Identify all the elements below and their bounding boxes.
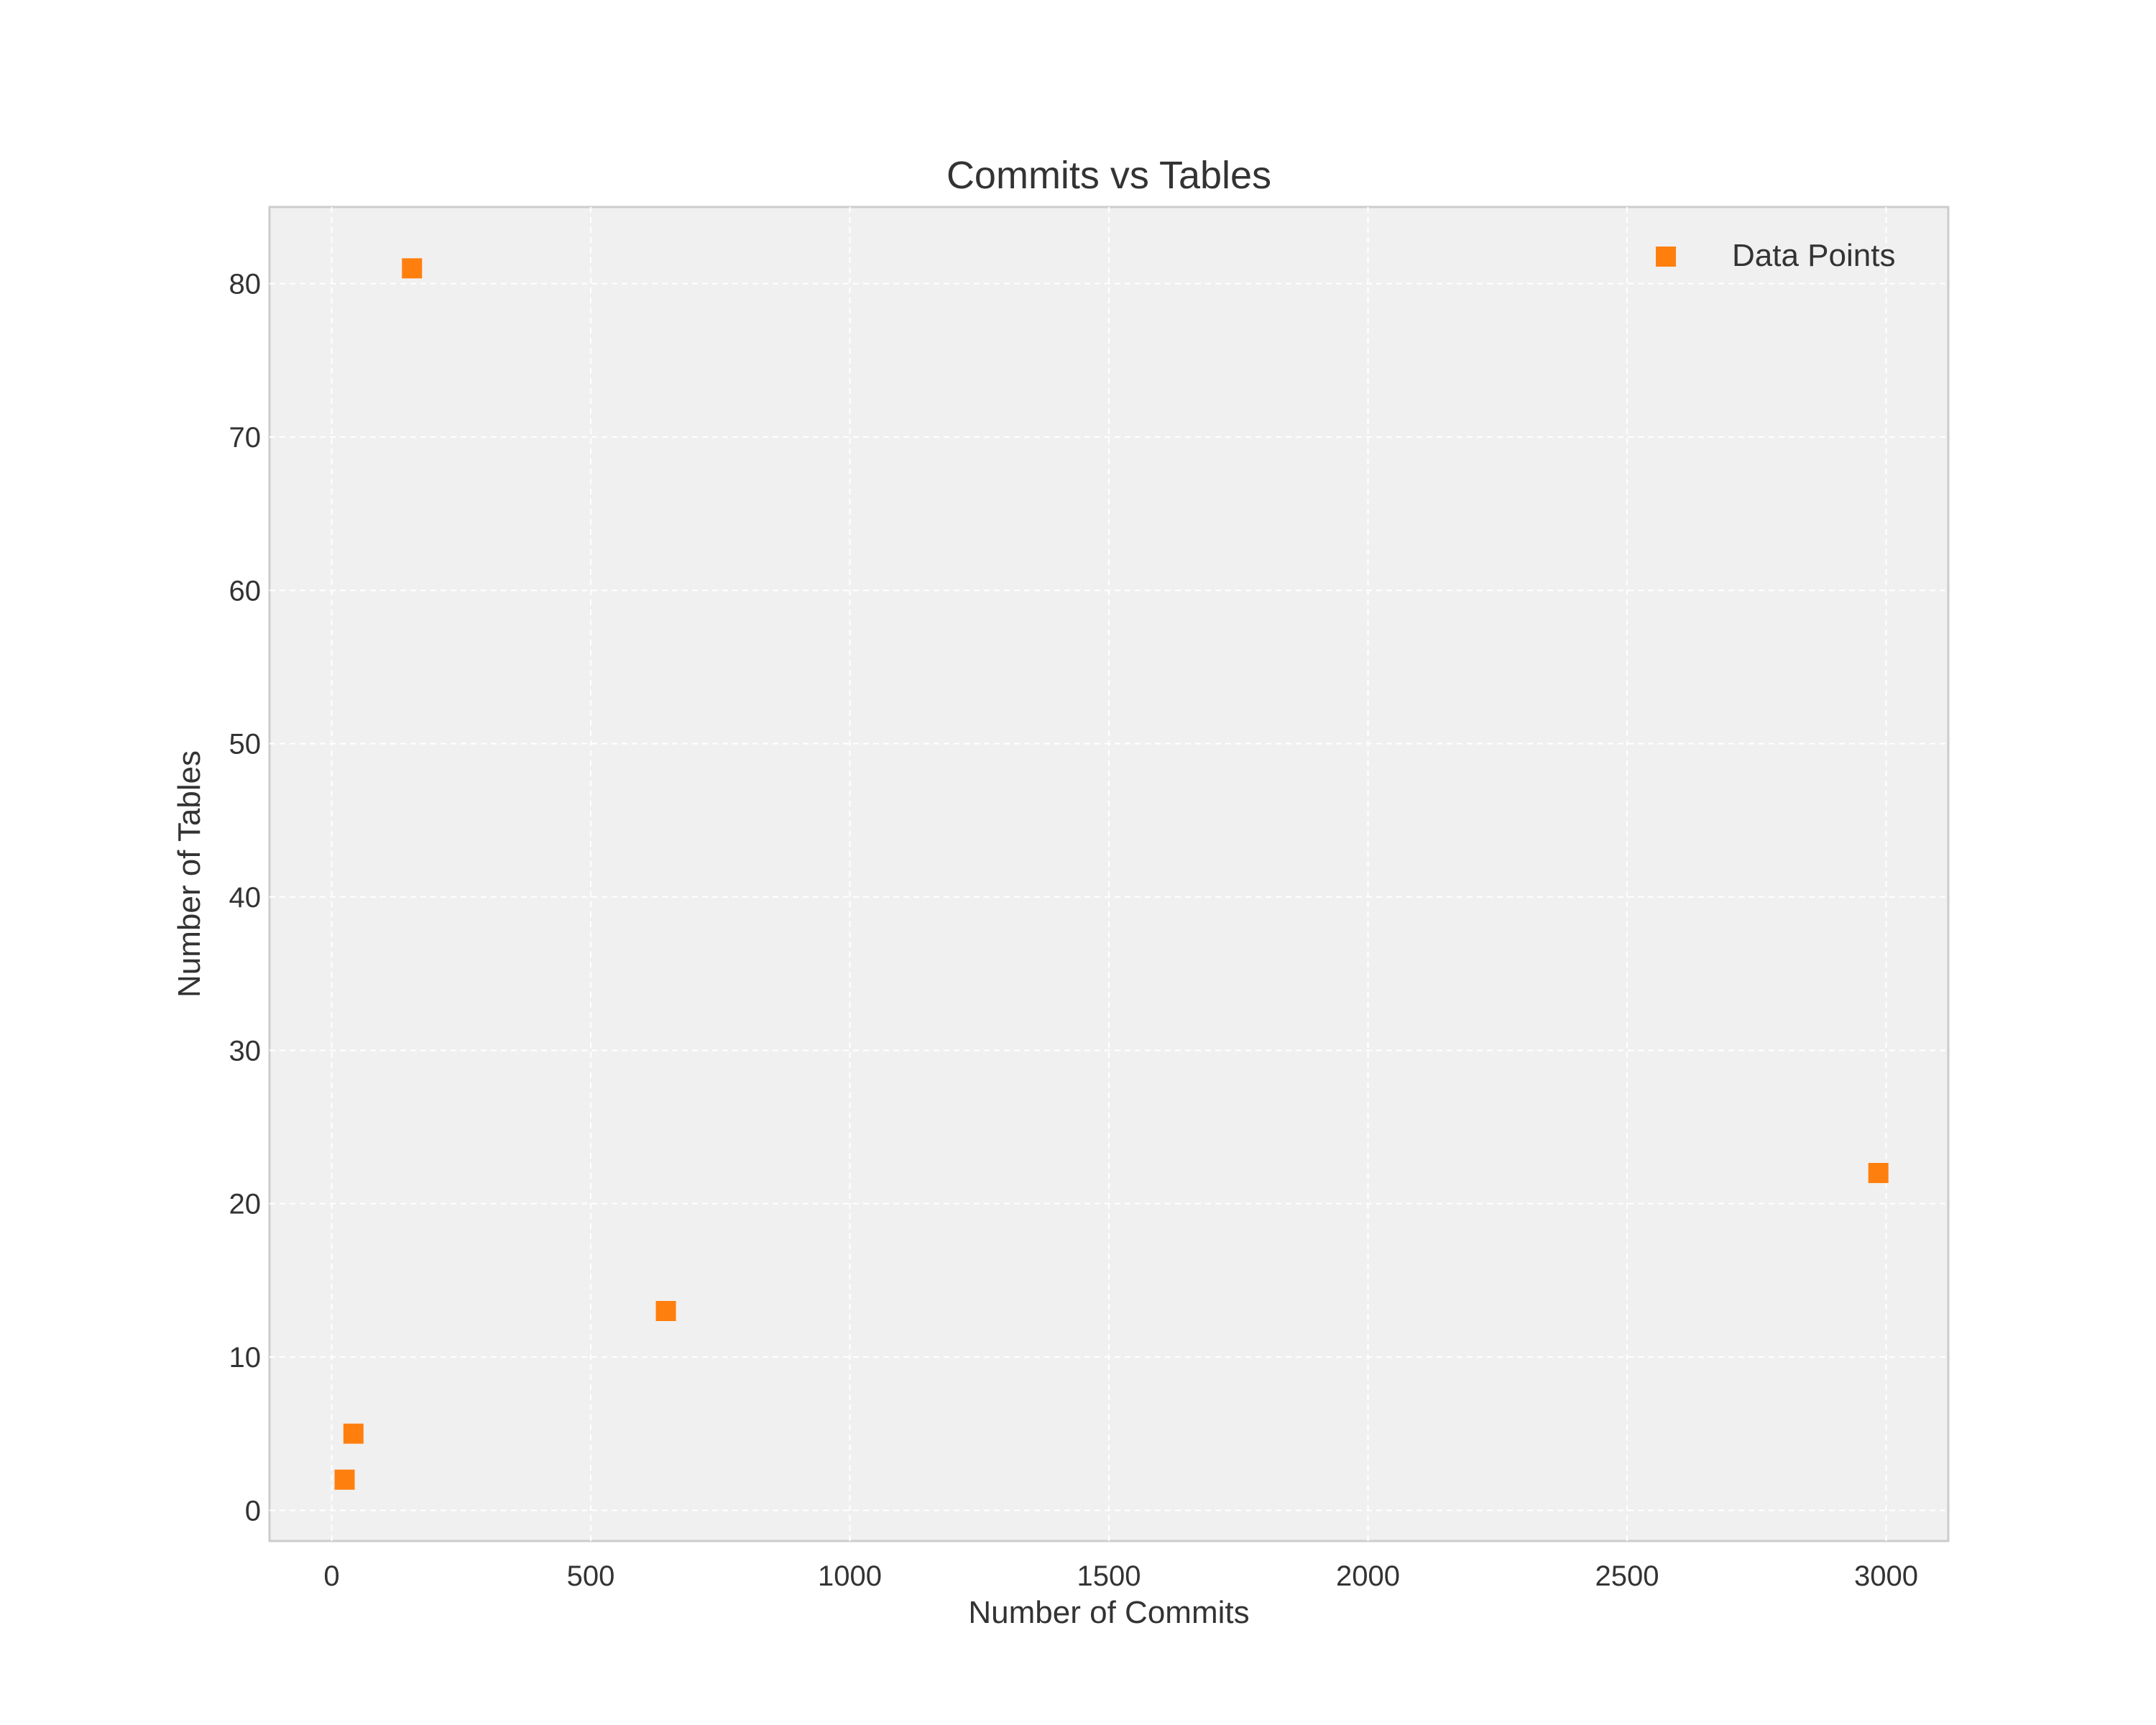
y-tick-label: 50 xyxy=(229,729,262,760)
x-tick-label: 2500 xyxy=(1595,1560,1659,1592)
x-tick-label: 2000 xyxy=(1336,1560,1400,1592)
x-tick-label: 1000 xyxy=(818,1560,882,1592)
data-point xyxy=(334,1469,355,1490)
x-tick-label: 1500 xyxy=(1077,1560,1141,1592)
x-axis-ticks: 0 500 1000 1500 2000 2500 3000 xyxy=(323,1560,1918,1592)
legend: Data Points xyxy=(1656,238,1895,273)
y-tick-label: 70 xyxy=(229,422,262,454)
x-tick-label: 0 xyxy=(323,1560,339,1592)
x-axis-title: Number of Commits xyxy=(968,1595,1249,1630)
y-tick-label: 60 xyxy=(229,575,262,607)
legend-label: Data Points xyxy=(1732,238,1895,273)
grid-lines xyxy=(270,207,1948,1541)
chart-title: Commits vs Tables xyxy=(946,154,1271,197)
x-tick-label: 500 xyxy=(567,1560,615,1592)
y-tick-label: 0 xyxy=(245,1495,261,1527)
data-points xyxy=(334,258,1889,1490)
y-tick-label: 30 xyxy=(229,1035,262,1067)
data-point xyxy=(1868,1163,1889,1183)
y-tick-label: 40 xyxy=(229,882,262,914)
y-tick-label: 80 xyxy=(229,269,262,300)
x-tick-label: 3000 xyxy=(1854,1560,1918,1592)
y-axis-title: Number of Tables xyxy=(172,750,207,998)
legend-marker xyxy=(1656,247,1676,267)
data-point xyxy=(655,1301,676,1321)
data-point xyxy=(402,258,423,279)
y-axis-ticks: 0 10 20 30 40 50 60 70 80 xyxy=(229,269,262,1527)
y-tick-label: 20 xyxy=(229,1189,262,1220)
data-point xyxy=(343,1423,364,1444)
y-tick-label: 10 xyxy=(229,1342,262,1374)
